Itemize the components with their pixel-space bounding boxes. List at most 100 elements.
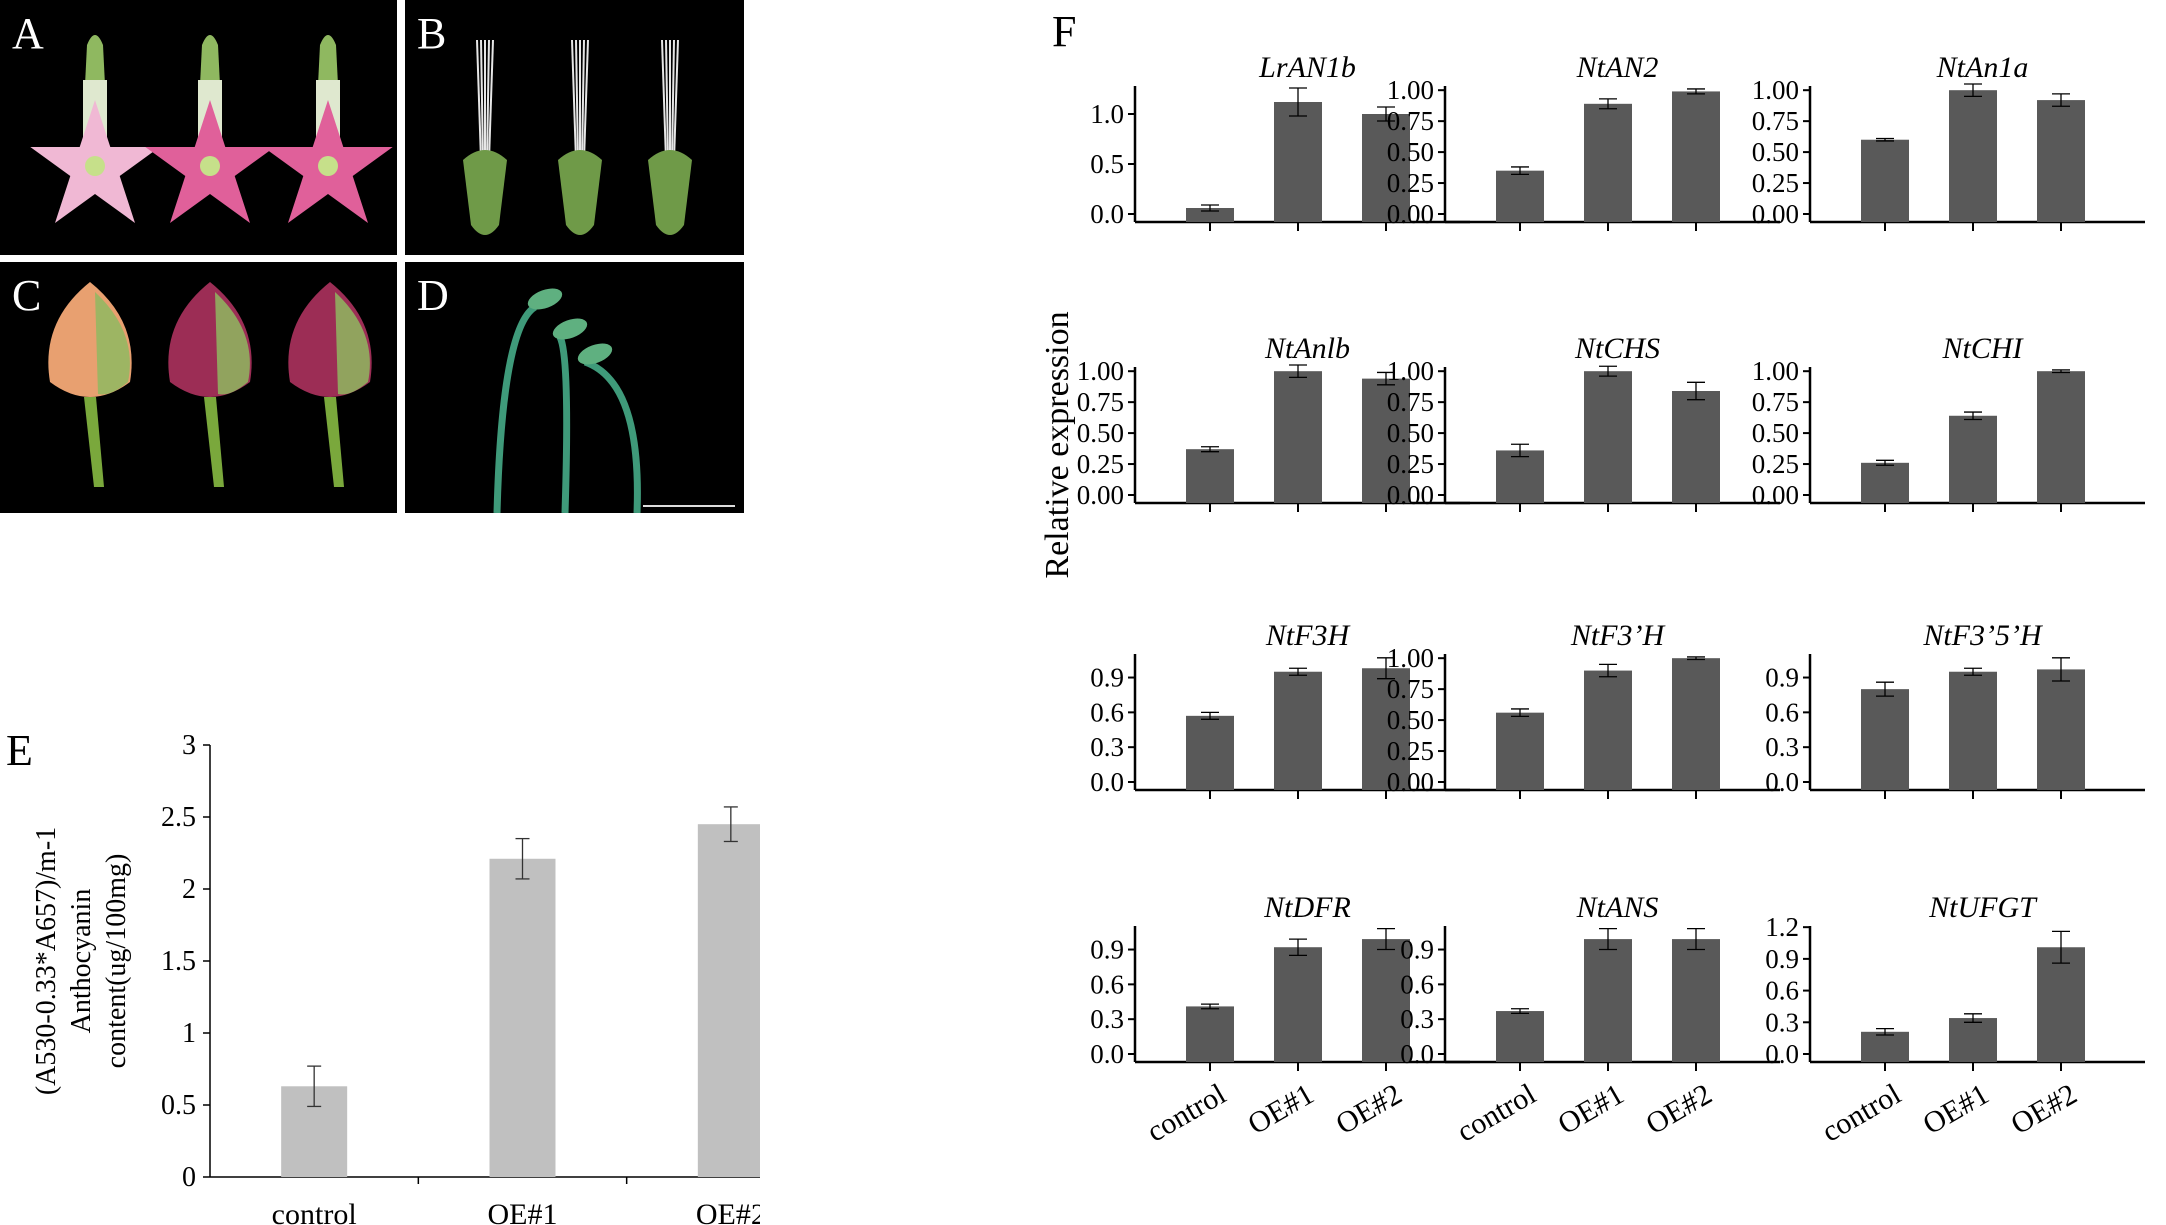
y-tick-label: 0.5 <box>1090 149 1124 179</box>
pistil-style <box>556 335 571 513</box>
flower-center <box>200 156 220 176</box>
y-tick-label: 0.50 <box>1387 137 1434 167</box>
flower-bud-tip <box>200 35 220 85</box>
stamen-filament <box>673 39 679 161</box>
y-tick-label: 0.3 <box>1090 1004 1124 1034</box>
stamen-filament <box>661 39 667 161</box>
y-tick-label: 0.25 <box>1752 449 1799 479</box>
stamen-icon <box>463 39 692 235</box>
bar <box>1274 102 1322 222</box>
pistil-stigma <box>577 343 613 365</box>
x-tick-label: control <box>1816 1077 1906 1148</box>
bar <box>1186 1006 1234 1062</box>
bar <box>1186 715 1234 790</box>
chart-title: NtF3H <box>1265 619 1352 652</box>
y-tick-label: 0.0 <box>1090 199 1124 229</box>
stamen-3 <box>648 39 692 235</box>
bar <box>1861 689 1909 790</box>
capsule-stem <box>324 397 344 487</box>
y-tick-label: 1.5 <box>161 946 196 977</box>
x-tick-label: control <box>1451 1077 1541 1148</box>
y-tick-label: 0.3 <box>1765 1007 1799 1037</box>
tobacco-flower-icon <box>30 35 393 223</box>
y-tick-label: 0.25 <box>1387 736 1434 766</box>
y-tick-label: 1 <box>182 1018 196 1049</box>
y-tick-label: 0.9 <box>1400 935 1434 965</box>
pistil-icon <box>493 288 735 513</box>
capsule-2 <box>168 282 252 487</box>
y-tick-label: 0.00 <box>1387 480 1434 510</box>
flower-2 <box>145 35 275 223</box>
stamen-filament <box>665 39 669 161</box>
bar <box>489 858 556 1177</box>
y-tick-label: 0.25 <box>1387 168 1434 198</box>
y-tick-label: 0.25 <box>1077 449 1124 479</box>
y-tick-label: 0.50 <box>1752 418 1799 448</box>
y-tick-label: 0.9 <box>1765 663 1799 693</box>
expression-chart: NtCHI 0.000.250.500.751.00 <box>1752 332 2145 512</box>
bar <box>1949 90 1997 222</box>
y-tick-label: 0.9 <box>1090 935 1124 965</box>
y-tick-label: 0.9 <box>1090 663 1124 693</box>
y-tick-label: 0.25 <box>1387 449 1434 479</box>
y-tick-label: 0.00 <box>1077 480 1124 510</box>
expression-chart: NtAn1a 0.000.250.500.751.00 <box>1752 51 2145 231</box>
flower-bud-tip <box>318 35 338 85</box>
y-tick-label: 0.3 <box>1765 732 1799 762</box>
y-tick-label: 0.3 <box>1400 1004 1434 1034</box>
y-tick-label: 1.00 <box>1752 356 1799 386</box>
chart-title: LrAN1b <box>1258 51 1356 84</box>
bar <box>1949 415 1997 503</box>
y-tick-label: 0.6 <box>1090 969 1124 999</box>
pistil-stigma <box>527 288 563 310</box>
bar <box>1274 371 1322 503</box>
chart-title: NtF3’H <box>1570 619 1667 652</box>
y-tick-label: 0.0 <box>1765 767 1799 797</box>
photo-panel-c: C <box>0 262 397 513</box>
panel-label-a: A <box>12 9 44 58</box>
y-tick-label: 0.50 <box>1077 418 1124 448</box>
capsule-3 <box>288 282 372 487</box>
y-tick-label: 2 <box>182 874 196 905</box>
y-tick-label: 0.5 <box>161 1090 196 1121</box>
y-tick-label: 0.50 <box>1387 418 1434 448</box>
panel-label-d: D <box>417 271 449 320</box>
calyx <box>558 150 602 235</box>
calyx <box>463 150 507 235</box>
y-tick-label: 0 <box>182 1162 196 1193</box>
bar <box>2037 669 2085 790</box>
y-tick-label: 0.00 <box>1752 199 1799 229</box>
y-tick-label: 0.75 <box>1387 674 1434 704</box>
x-tick-label: control <box>1141 1077 1231 1148</box>
y-tick-label: 0.6 <box>1765 976 1799 1006</box>
x-tick-label: OE#1 <box>1242 1077 1319 1141</box>
bar <box>1496 170 1544 222</box>
capsule-sepal <box>215 292 250 395</box>
stamen-2 <box>558 39 602 235</box>
x-tick-label: OE#1 <box>1917 1077 1994 1141</box>
bar <box>1584 939 1632 1062</box>
stamen-filament <box>486 39 490 161</box>
bar <box>1949 1018 1997 1062</box>
bar <box>1949 671 1997 790</box>
bar <box>1362 378 1410 503</box>
y-tick-label: 1.00 <box>1387 356 1434 386</box>
chart-title: NtUFGT <box>1928 891 2038 924</box>
relative-expression-label: Relative expression <box>1039 311 1076 578</box>
expression-chart: NtF3’5’H 0.0 0.3 0.6 0.9 <box>1765 619 2145 799</box>
bar <box>2037 947 2085 1062</box>
expression-chart: NtDFR 0.0 0.3 0.6 0.9 control OE#1 OE#2 <box>1090 891 1470 1149</box>
panel-label-c: C <box>12 271 42 320</box>
stamen-filament <box>581 39 585 161</box>
y-axis-label: (A530-0.33*A657)/m-1 <box>31 827 62 1095</box>
y-tick-label: 1.00 <box>1752 75 1799 105</box>
y-tick-label: 0.6 <box>1090 697 1124 727</box>
calyx <box>648 150 692 235</box>
stamen-filament <box>575 39 579 161</box>
chart-title: NtCHS <box>1574 332 1660 365</box>
pistil-1 <box>493 288 563 513</box>
y-tick-label: 0.75 <box>1387 387 1434 417</box>
y-tick-label: 0.0 <box>1090 1039 1124 1069</box>
y-tick-label: 0.0 <box>1090 767 1124 797</box>
